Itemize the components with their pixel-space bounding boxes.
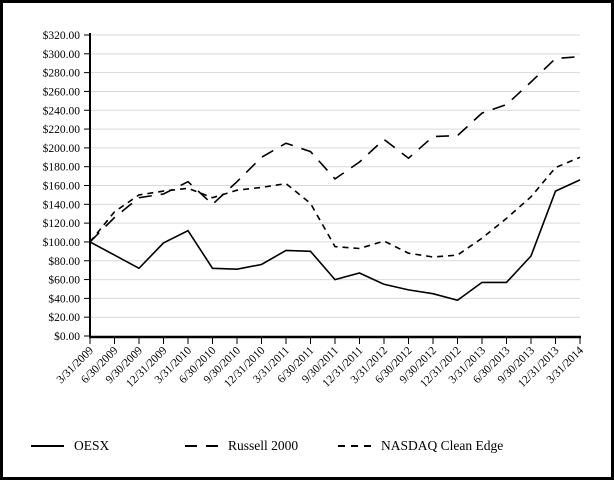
legend-line-sample-short-dash xyxy=(338,445,371,447)
y-axis-label: $200.00 xyxy=(43,142,81,155)
y-axis-label: $220.00 xyxy=(43,123,81,136)
axes xyxy=(84,33,581,344)
y-axis-label: $160.00 xyxy=(43,180,81,193)
y-axis-label: $300.00 xyxy=(43,48,81,61)
y-axis-label: $260.00 xyxy=(43,85,81,98)
y-axis-label: $100.00 xyxy=(43,236,81,249)
legend-label-nasdaq-clean-edge: NASDAQ Clean Edge xyxy=(381,438,504,453)
y-axis-label: $280.00 xyxy=(43,67,81,80)
chart-legend: OESX Russell 2000 NASDAQ Clean Edge xyxy=(3,437,611,461)
legend-item-nasdaq-clean-edge: NASDAQ Clean Edge xyxy=(338,437,503,455)
legend-item-oesx: OESX xyxy=(31,437,109,455)
x-axis-labels: 3/31/20096/30/20099/30/200912/31/20093/3… xyxy=(55,344,587,390)
y-axis-label: $180.00 xyxy=(43,161,81,174)
legend-label-oesx: OESX xyxy=(74,438,110,453)
gridlines xyxy=(90,34,580,318)
y-axis-label: $0.00 xyxy=(54,330,80,343)
y-axis-label: $40.00 xyxy=(48,292,80,305)
legend-item-russell-2000: Russell 2000 xyxy=(185,437,298,455)
y-axis-label: $80.00 xyxy=(48,255,80,268)
legend-line-sample-solid xyxy=(31,445,64,447)
series-lines xyxy=(89,55,581,302)
y-axis-label: $60.00 xyxy=(48,274,80,287)
series-line-oesx xyxy=(89,179,581,302)
series-line-russell-2000 xyxy=(89,55,581,243)
y-axis-label: $320.00 xyxy=(43,29,81,42)
y-axis-label: $240.00 xyxy=(43,104,81,117)
performance-line-chart: $0.00 $20.00 $40.00 $60.00 $80.00 $100.00 $120… xyxy=(43,29,587,390)
y-axis-labels: $0.00 $20.00 $40.00 $60.00 $80.00 $100.00 $120… xyxy=(43,29,81,343)
y-axis-label: $20.00 xyxy=(48,311,80,324)
y-axis-label: $140.00 xyxy=(43,198,81,211)
y-axis-label: $120.00 xyxy=(43,217,81,230)
series-line-nasdaq-clean-edge xyxy=(89,156,581,258)
legend-line-sample-long-dash xyxy=(185,445,218,447)
legend-label-russell-2000: Russell 2000 xyxy=(228,438,299,453)
